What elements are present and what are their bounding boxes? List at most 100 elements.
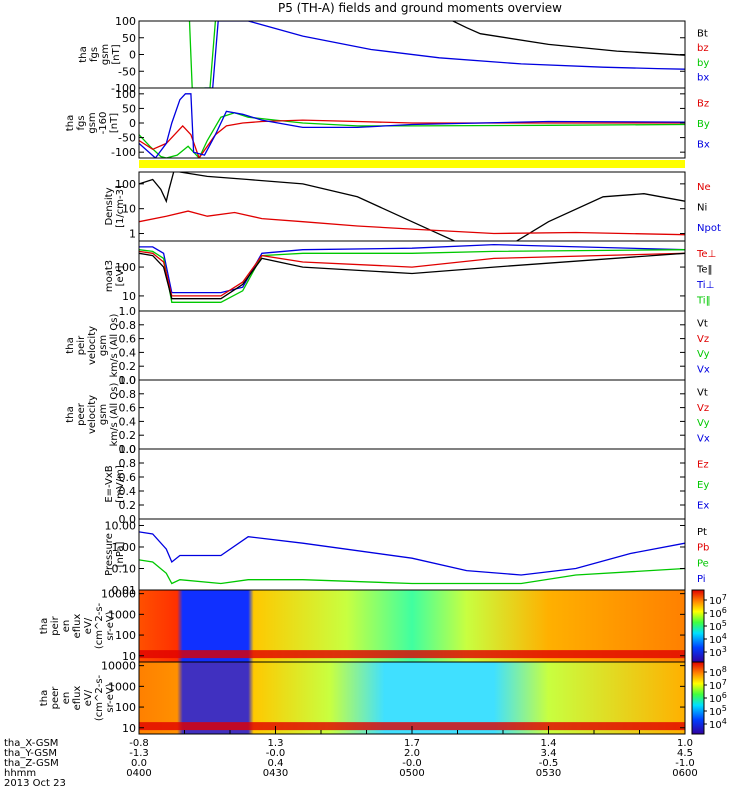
y-axis-label-line: Density (104, 187, 115, 225)
y-axis-label-line: gsm (98, 404, 109, 425)
y-tick-label: 0.4 (119, 346, 137, 359)
y-axis-label: thapeervelocitygsmkm/s (All Qs) (65, 383, 120, 447)
legend: Vt Vz Vy Vx (697, 319, 710, 376)
y-tick-label: -50 (118, 65, 136, 78)
x-axis-value: -1.0 (675, 758, 695, 769)
legend: Ez Ey Ex (697, 459, 709, 511)
y-axis-label: thapeirenefluxeV/(cm^2-s-sr-eV) (39, 602, 116, 649)
x-axis-value: 1.4 (541, 738, 557, 749)
panel-1: Bt bz by bx 100 50 0 -50 -100 thafgsgsm[nT] (78, 15, 709, 95)
legend: Pt Pb Pe Pi (697, 527, 709, 585)
x-axis-value: 0500 (399, 768, 424, 779)
y-tick-label: 100 (115, 15, 136, 28)
panel-frame (138, 240, 686, 312)
x-axis-value: -0.0 (402, 758, 422, 769)
legend-item: Ez (697, 459, 709, 470)
legend-item: Te‖ (696, 264, 713, 275)
panel-frame (138, 379, 686, 450)
legend-item: by (697, 58, 709, 69)
series-line-by (139, 112, 685, 158)
x-axis-value: -0.5 (539, 758, 559, 769)
y-axis-label-line: peer (76, 402, 87, 426)
y-tick-label: 0.6 (119, 471, 137, 484)
legend-item: Vt (697, 319, 708, 330)
spectrogram-fill (139, 662, 685, 734)
legend-item: Ti‖ (696, 295, 711, 306)
quality-flag-bar (139, 160, 685, 168)
y-axis-label-line: peir (50, 615, 61, 635)
y-tick-label: 0.8 (119, 319, 137, 332)
x-axis-value: 4.5 (677, 748, 693, 759)
legend-item: Ey (697, 480, 709, 491)
x-axis-value: -0.8 (129, 738, 149, 749)
y-tick-label: 0.6 (119, 402, 137, 415)
x-axis-row-label: tha_Z-GSM (4, 758, 59, 769)
y-tick-label: 1000 (108, 680, 136, 693)
y-tick-label: 0.4 (119, 415, 137, 428)
y-tick-label: 0.10 (112, 562, 137, 575)
y-tick-label: -100 (111, 146, 136, 159)
legend-item: Vz (697, 334, 709, 345)
x-axis-value: 0430 (263, 768, 288, 779)
date-label: 2013 Oct 23 (4, 778, 66, 789)
y-tick-label: 0.0 (119, 513, 137, 526)
series-line-ni (139, 172, 685, 241)
low-energy-band (139, 650, 685, 659)
legend-item: Vy (697, 418, 710, 429)
y-axis-label-line: velocity (87, 326, 98, 365)
y-axis-label-line: fgs (89, 47, 100, 62)
y-axis-label: Pressure[nPa] (104, 533, 126, 576)
legend-item: Ti⊥ (696, 280, 714, 291)
y-axis-label-line: eflux (72, 686, 83, 711)
y-tick-label: 1.0 (119, 443, 137, 456)
y-axis-label-line: gsm (98, 335, 109, 356)
y-tick-label: 0 (129, 49, 136, 62)
colorbar-tick-label: 105 (709, 704, 727, 718)
colorbar-tick-label: 106 (709, 606, 727, 620)
legend: Te⊥ Te‖ Ti⊥ Ti‖ (696, 249, 716, 307)
legend-item: Te⊥ (696, 249, 716, 260)
y-axis-label-line: moat3 (104, 260, 115, 292)
y-tick-label: 0.6 (119, 333, 137, 346)
y-tick-label: 0.0 (119, 374, 137, 387)
y-axis-label-line: [nT] (111, 44, 122, 64)
y-axis-label-line: sr-eV) (105, 683, 116, 712)
series-line-bx (139, 93, 685, 158)
y-tick-label: 0.8 (119, 457, 137, 470)
y-axis-label: thapeerenefluxeV/(cm^2-s-sr-eV) (39, 674, 116, 721)
series-line-bt (452, 21, 685, 56)
legend-item: Vt (697, 388, 708, 399)
series-line-ti (139, 243, 685, 294)
y-tick-label: 0.2 (119, 499, 137, 512)
y-axis-label-line: tha (65, 337, 76, 353)
legend-item: Npot (697, 223, 721, 234)
series-line-te (139, 250, 685, 297)
y-axis-label-line: eV/ (83, 689, 94, 706)
y-axis-label-line: -160 (98, 112, 109, 135)
legend-item: Ne (697, 182, 711, 193)
y-axis-label-line: Pressure (104, 533, 115, 576)
series-line-by (188, 21, 217, 88)
legend-item: bx (697, 73, 709, 84)
y-axis-label-line: peir (76, 335, 87, 355)
colorbar-tick-label: 104 (709, 632, 727, 646)
y-axis-label-line: tha (65, 406, 76, 422)
x-axis-value: 1.3 (268, 738, 284, 749)
y-axis-label-line: gsm (87, 112, 98, 133)
panel-frame (138, 518, 686, 591)
y-axis-label-line: eflux (72, 614, 83, 639)
legend: Bt bz by bx (697, 28, 709, 83)
legend-item: Vx (697, 433, 710, 444)
series-line-ti (139, 249, 685, 303)
series-line-pe (139, 559, 685, 585)
y-tick-label: 10000 (101, 660, 136, 673)
y-tick-label: -100 (111, 82, 136, 95)
colorbar-tick-label: 107 (709, 593, 727, 607)
y-tick-label: 0.2 (119, 360, 137, 373)
